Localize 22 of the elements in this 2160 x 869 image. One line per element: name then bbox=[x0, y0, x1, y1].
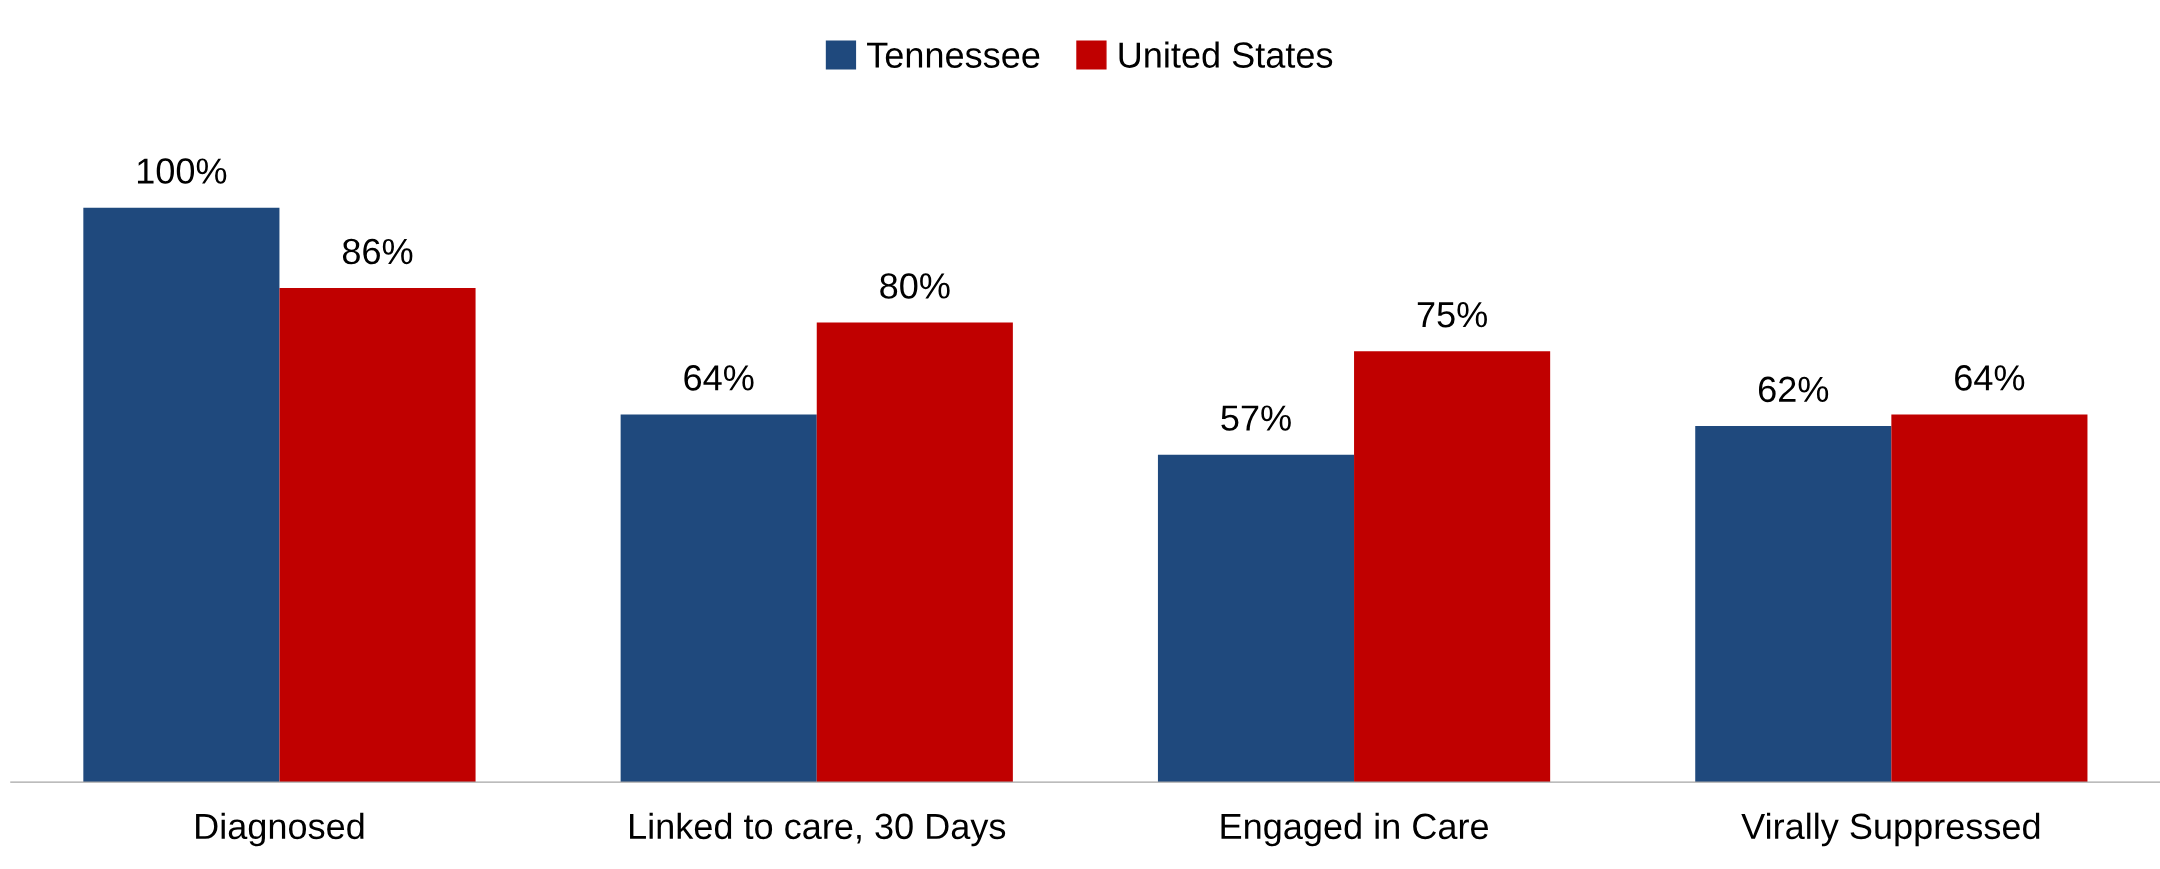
data-label: 75% bbox=[1417, 302, 1487, 328]
data-label: 86% bbox=[342, 238, 413, 265]
data-label: 64% bbox=[1955, 365, 2025, 391]
data-label: 57% bbox=[1221, 405, 1291, 431]
bar bbox=[1157, 454, 1355, 783]
x-tick-label: Virally Suppressed bbox=[1741, 812, 2040, 847]
legend-label: United States bbox=[1119, 41, 1333, 68]
x-tick-label: Linked to care, 30 Days bbox=[630, 812, 1006, 847]
bar bbox=[1354, 351, 1551, 783]
x-tick-label: Diagnosed bbox=[196, 812, 364, 847]
bar bbox=[620, 414, 817, 783]
data-label: 62% bbox=[1758, 376, 1829, 403]
bar bbox=[816, 322, 1013, 783]
data-label: 100% bbox=[137, 158, 227, 184]
bar bbox=[1891, 414, 2088, 783]
legend-label: Tennessee bbox=[867, 42, 1040, 68]
bar bbox=[83, 207, 280, 783]
bar bbox=[1695, 425, 1892, 783]
data-label: 80% bbox=[880, 273, 950, 299]
x-tick-label: Engaged in Care bbox=[1221, 812, 1488, 847]
bar bbox=[279, 288, 476, 783]
data-label: 64% bbox=[684, 365, 754, 391]
